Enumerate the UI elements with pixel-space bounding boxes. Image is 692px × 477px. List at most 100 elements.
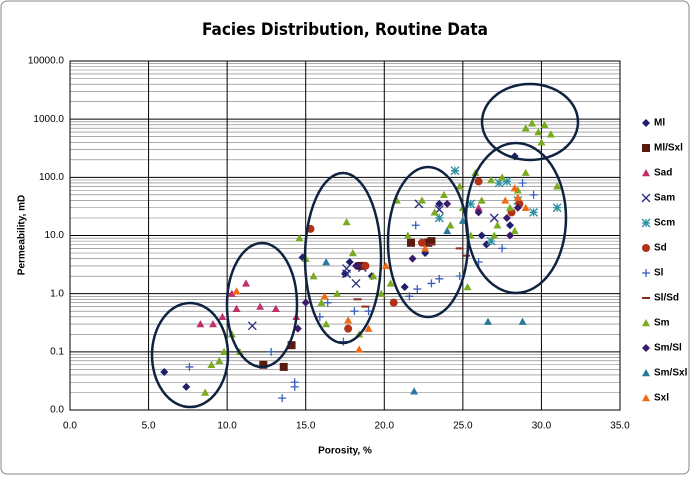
legend-marker: [642, 244, 650, 252]
legend-label: Sam: [654, 193, 675, 204]
y-tick-label: 0.0: [50, 405, 64, 416]
point: [534, 128, 543, 136]
legend-label: Scm: [654, 218, 675, 229]
point: [364, 307, 373, 316]
legend-marker: [642, 369, 650, 377]
legend-label: Sm/Sxl: [654, 368, 688, 379]
point: [220, 347, 228, 356]
point: [323, 298, 332, 307]
point: [489, 213, 499, 223]
legend-label: Sl: [654, 268, 664, 279]
point: [320, 292, 329, 300]
point: [513, 193, 522, 201]
point: [290, 382, 299, 391]
legend-label: Sm/Sl: [654, 343, 682, 354]
x-tick-label: 25.0: [453, 421, 473, 432]
point: [364, 324, 373, 332]
grid: 0.0 0.1 1.0 10.0 100.0 1000.0 10000.0 0.0 5.0 10.…: [28, 56, 630, 432]
point: [201, 388, 210, 396]
point: [407, 238, 415, 247]
point: [506, 231, 514, 240]
point: [227, 289, 236, 297]
point: [440, 190, 448, 199]
point: [410, 387, 419, 395]
y-tick-label: 1.0: [50, 288, 64, 299]
point: [322, 258, 331, 266]
legend-label: Sd: [654, 243, 667, 254]
point: [196, 320, 205, 328]
x-tick-label: 20.0: [375, 421, 395, 432]
point: [351, 278, 361, 288]
legend-marker: [642, 169, 650, 177]
point: [344, 324, 353, 333]
point: [443, 226, 452, 235]
point: [477, 231, 486, 240]
point: [232, 304, 241, 312]
point: [317, 298, 326, 306]
legend-label: Ml/Sxl: [654, 143, 683, 154]
point: [521, 203, 530, 211]
point: [242, 279, 250, 287]
point: [413, 285, 422, 294]
point: [490, 231, 499, 239]
legend: Ml Ml/Sxl Sad Sam Scm Sd Sl Sl/Sd Sm Sm/Sl Sm/Sxl S…: [641, 118, 688, 404]
point: [418, 196, 426, 204]
point: [389, 298, 398, 307]
point: [494, 178, 504, 188]
point: [218, 312, 227, 321]
point: [421, 244, 430, 252]
legend-label: Ml: [654, 118, 665, 129]
point: [215, 356, 224, 365]
point: [498, 244, 507, 253]
point: [546, 130, 555, 138]
point: [301, 298, 310, 307]
point: [435, 274, 444, 283]
point: [487, 175, 496, 184]
point: [553, 182, 562, 190]
point: [510, 226, 519, 235]
point: [466, 199, 476, 209]
point: [446, 221, 455, 229]
point: [434, 213, 444, 223]
point: [247, 321, 257, 331]
point: [506, 203, 514, 211]
point: [333, 289, 342, 297]
cluster-ellipse: [480, 82, 580, 162]
point: [537, 138, 546, 146]
x-tick-label: 0.0: [63, 421, 77, 432]
point: [418, 238, 426, 247]
legend-marker: [641, 193, 651, 203]
cluster-ellipse: [150, 301, 230, 409]
point: [408, 254, 417, 263]
point: [405, 292, 414, 301]
point: [455, 182, 464, 190]
point: [510, 184, 519, 192]
x-tick-label: 10.0: [217, 421, 237, 432]
point: [486, 236, 496, 246]
point: [518, 317, 527, 325]
point: [521, 168, 530, 176]
point: [381, 261, 390, 270]
x-tick-label: 35.0: [610, 421, 630, 432]
point: [435, 199, 444, 208]
point: [271, 304, 280, 312]
point: [521, 124, 530, 132]
legend-marker: [642, 119, 650, 127]
y-tick-label: 1000.0: [33, 114, 64, 125]
point: [552, 203, 562, 213]
point: [267, 347, 276, 356]
point: [345, 258, 354, 267]
point: [256, 302, 265, 310]
point: [352, 261, 360, 270]
point: [377, 289, 386, 297]
point: [430, 208, 439, 216]
point: [160, 368, 169, 377]
chart-title: Facies Distribution, Routine Data: [202, 20, 488, 40]
legend-marker: [642, 319, 650, 327]
point: [450, 166, 460, 176]
point: [350, 307, 359, 316]
x-axis-label: Porosity, %: [318, 446, 372, 457]
point: [400, 283, 409, 292]
point: [309, 272, 318, 280]
